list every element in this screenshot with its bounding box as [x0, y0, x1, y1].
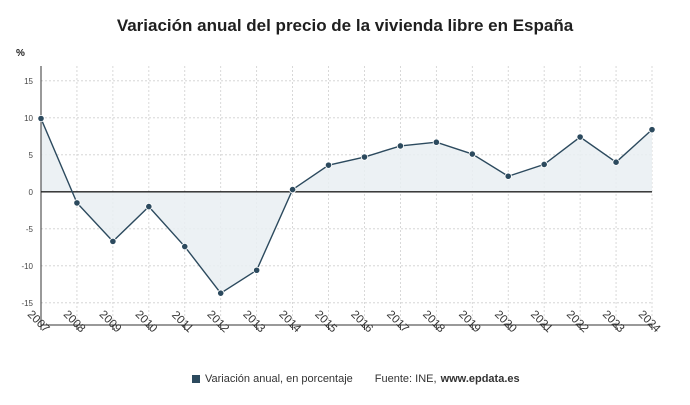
y-tick-label: -15: [21, 299, 33, 308]
data-point[interactable]: [540, 160, 548, 169]
data-point[interactable]: [432, 138, 440, 146]
data-point[interactable]: [288, 185, 297, 194]
x-tick-label: 2019: [456, 309, 483, 336]
data-point[interactable]: [109, 237, 117, 245]
point-layer: [37, 114, 656, 297]
data-point[interactable]: [360, 153, 369, 161]
data-point[interactable]: [217, 289, 225, 297]
data-point[interactable]: [181, 242, 189, 251]
data-point[interactable]: [648, 126, 656, 134]
x-tick-label: 2016: [348, 309, 375, 336]
data-point[interactable]: [145, 203, 153, 211]
data-point[interactable]: [468, 150, 476, 158]
x-tick-label: 2020: [492, 309, 519, 336]
data-point[interactable]: [37, 114, 45, 123]
x-tick-label: 2010: [133, 309, 160, 336]
source-site[interactable]: www.epdata.es: [440, 373, 520, 385]
y-unit-label: %: [16, 48, 25, 59]
series-line: [40, 118, 653, 295]
x-tick-label: 2008: [61, 309, 88, 336]
chart-title: Variación anual del precio de la viviend…: [116, 16, 574, 35]
data-point[interactable]: [504, 172, 512, 180]
legend-series-label: Variación anual, en porcentaje: [205, 373, 353, 385]
y-tick-label: 5: [29, 151, 34, 160]
line-layer: [40, 118, 653, 295]
x-tick-label: 2024: [636, 309, 663, 336]
legend: Variación anual, en porcentaje Fuente: I…: [192, 373, 520, 385]
x-tick-label: 2013: [240, 309, 267, 336]
x-tick-label: 2023: [600, 309, 627, 336]
data-point[interactable]: [396, 142, 405, 150]
series-area: [41, 118, 652, 294]
y-tick-label: 10: [24, 114, 33, 123]
y-tick-label: -10: [21, 262, 33, 271]
x-tick-label: 2011: [169, 309, 195, 335]
x-tick-label: 2018: [420, 309, 447, 336]
y-tick-label: -5: [26, 225, 34, 234]
y-tick-label: 15: [24, 77, 33, 86]
x-tick-label: 2017: [384, 309, 411, 336]
x-tick-label: 2012: [204, 309, 231, 336]
x-tick-label: 2022: [564, 309, 591, 336]
y-tick-label: 0: [29, 188, 34, 197]
x-tick-label: 2007: [25, 309, 52, 336]
x-tick-label: 2021: [528, 309, 555, 336]
x-tick-label: 2014: [276, 309, 303, 336]
area-layer: [41, 118, 652, 294]
axis-layer: [40, 66, 653, 330]
legend-swatch: [192, 375, 200, 383]
data-point[interactable]: [612, 158, 620, 166]
source-label: Fuente: INE,: [374, 373, 437, 385]
data-point[interactable]: [324, 161, 333, 169]
data-point[interactable]: [576, 133, 584, 141]
data-point[interactable]: [253, 266, 261, 274]
x-tick-label: 2015: [312, 309, 339, 336]
x-tick-label: 2009: [97, 309, 124, 336]
data-point[interactable]: [73, 199, 81, 207]
